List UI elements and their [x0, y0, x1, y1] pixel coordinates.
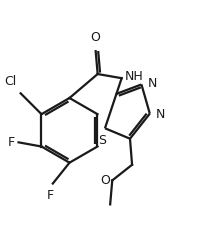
- Text: O: O: [91, 31, 100, 44]
- Text: S: S: [99, 134, 107, 147]
- Text: O: O: [100, 174, 110, 187]
- Text: N: N: [156, 108, 165, 121]
- Text: N: N: [148, 77, 157, 90]
- Text: Cl: Cl: [4, 75, 16, 88]
- Text: F: F: [47, 189, 54, 202]
- Text: NH: NH: [125, 70, 143, 83]
- Text: F: F: [8, 136, 15, 149]
